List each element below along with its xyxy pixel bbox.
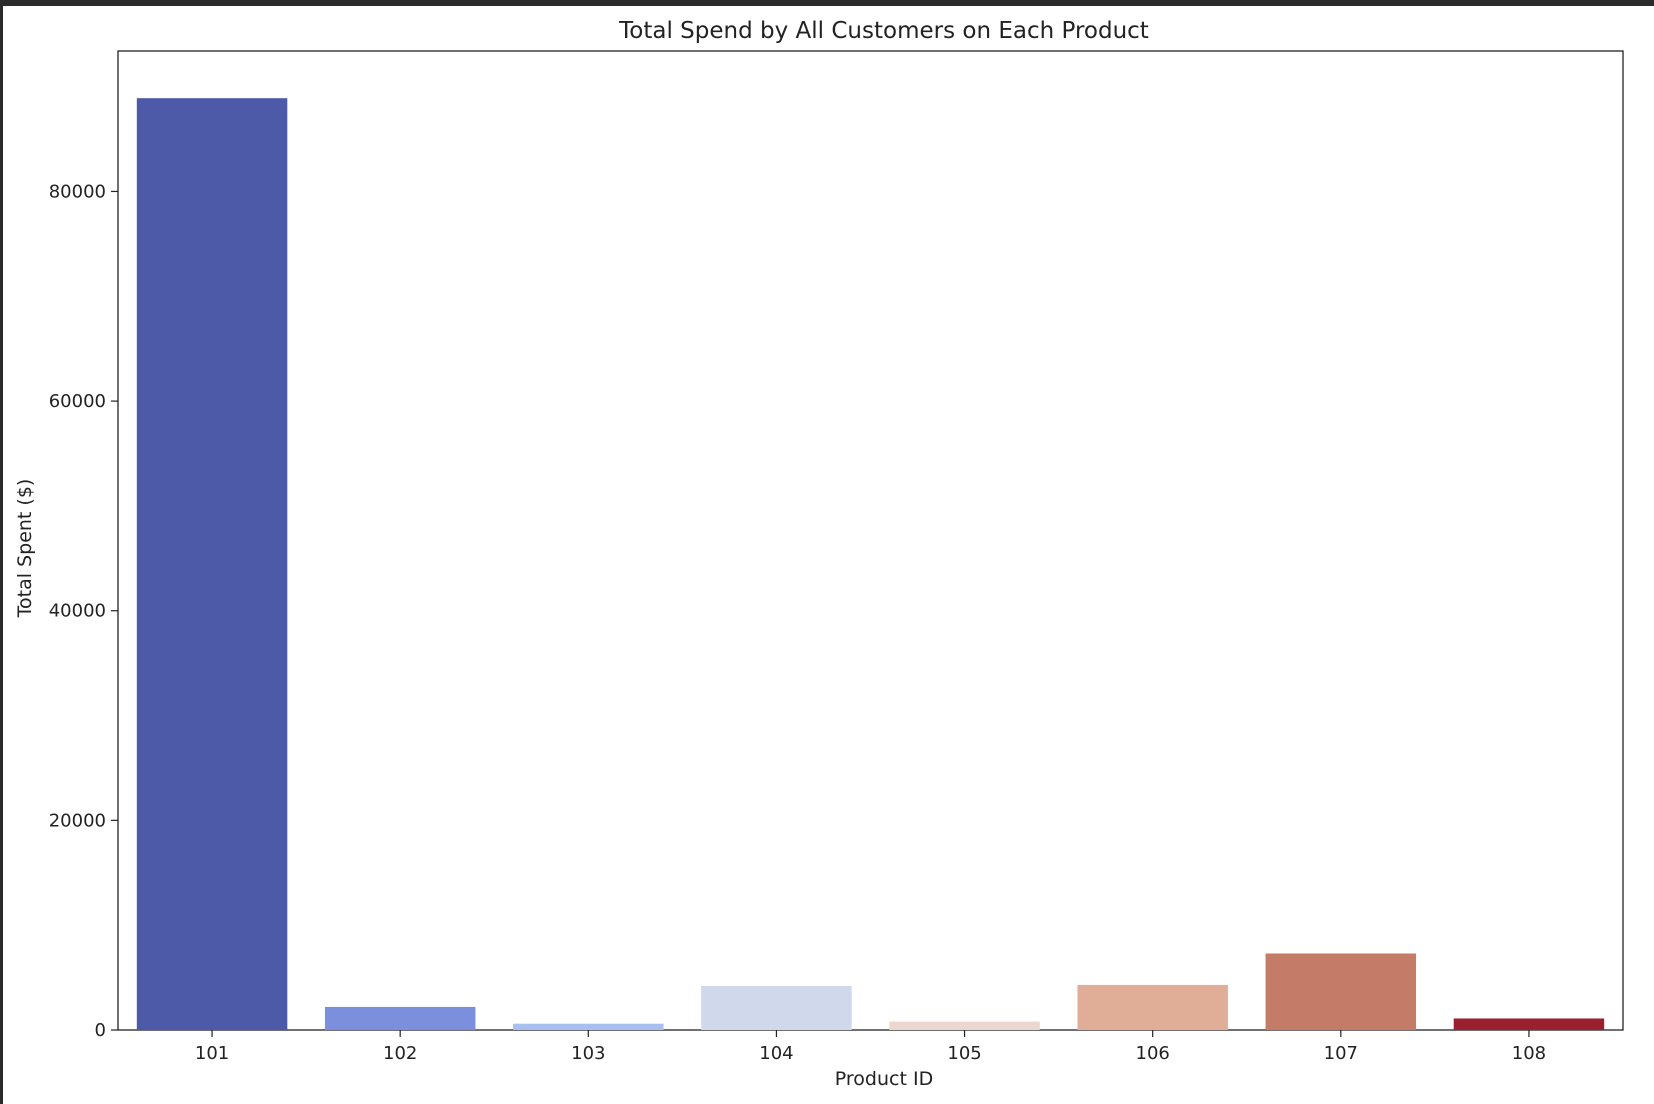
bar-104 — [701, 985, 852, 1030]
y-tick-label: 40000 — [49, 601, 106, 622]
bar-107 — [1265, 953, 1417, 1030]
x-tick-label: 101 — [195, 1043, 229, 1064]
bar-chart: Total Spend by All Customers on Each Pro… — [14, 18, 1624, 1090]
plot-frame — [117, 50, 1624, 1031]
bar-108 — [1453, 1018, 1605, 1030]
bar-105 — [889, 1021, 1040, 1030]
bar-101 — [136, 98, 288, 1030]
x-tick-label: 102 — [383, 1043, 417, 1064]
y-tick-label: 60000 — [49, 391, 106, 412]
plot-area: 101 102 103 104 105 106 107 108 0 20000 40000 6000… — [49, 50, 1624, 1064]
y-tick-label: 0 — [95, 1020, 106, 1041]
y-tick-label: 20000 — [49, 810, 106, 831]
y-tick-label: 80000 — [49, 181, 106, 202]
x-tick-label: 106 — [1136, 1043, 1170, 1064]
figure-canvas: Total Spend by All Customers on Each Pro… — [3, 6, 1654, 1104]
y-axis-label: Total Spent ($) — [14, 479, 36, 619]
x-tick-label: 105 — [947, 1043, 981, 1064]
chart-title: Total Spend by All Customers on Each Pro… — [618, 18, 1149, 44]
x-tick-label: 108 — [1512, 1043, 1546, 1064]
x-axis-label: Product ID — [835, 1068, 933, 1090]
y-axis-ticks: 0 20000 40000 60000 80000 — [49, 181, 118, 1041]
x-tick-label: 103 — [571, 1043, 605, 1064]
x-tick-label: 104 — [759, 1043, 793, 1064]
bars-group — [136, 98, 1605, 1030]
bar-102 — [324, 1006, 476, 1030]
bar-106 — [1077, 984, 1228, 1030]
x-axis-ticks: 101 102 103 104 105 106 107 108 — [195, 1030, 1546, 1064]
bar-103 — [513, 1023, 664, 1030]
x-tick-label: 107 — [1324, 1043, 1358, 1064]
